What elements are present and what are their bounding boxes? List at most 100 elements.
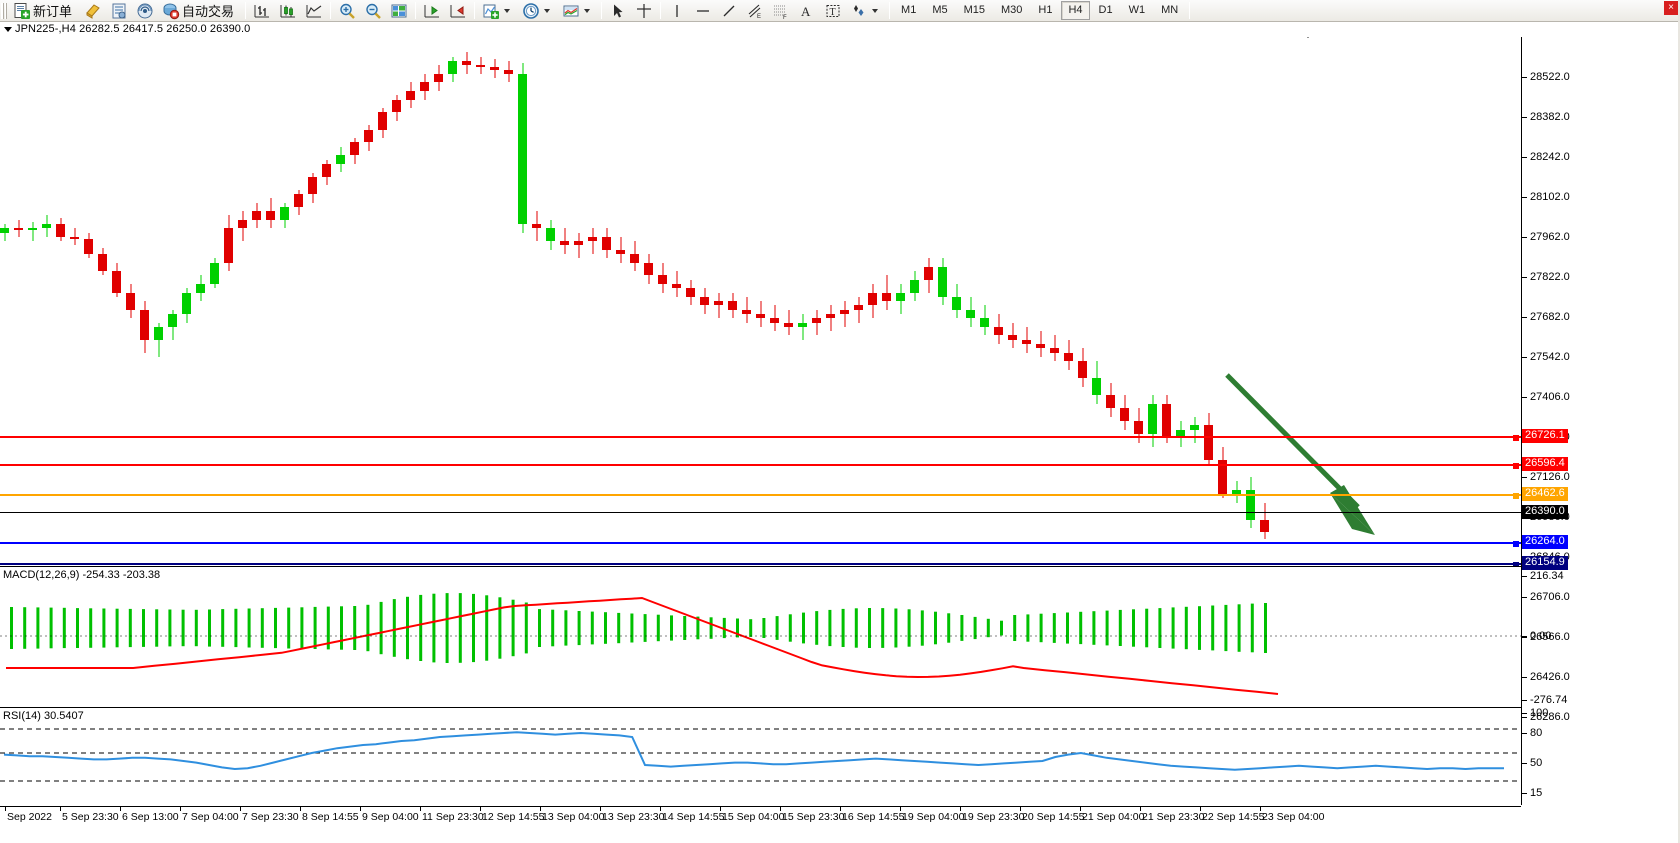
price-level-anchor[interactable]	[1513, 493, 1519, 499]
label-button[interactable]: T	[820, 1, 846, 21]
data-window-icon	[110, 2, 128, 20]
price-axis-tick	[1522, 197, 1527, 198]
price-level-label-stop-level[interactable]: 26154.9	[1522, 556, 1568, 570]
cursor-button[interactable]	[605, 1, 631, 21]
chart-container[interactable]: MACD(12,26,9) -254.33 -203.38 RSI(14) 30…	[0, 37, 1680, 843]
templates-button[interactable]	[558, 1, 598, 21]
price-chart-pane[interactable]	[0, 37, 1521, 567]
candle-body	[336, 155, 345, 164]
expert-advisor-button[interactable]	[80, 1, 106, 21]
price-level-line-resistance-upper[interactable]	[0, 435, 1521, 441]
candlestick	[714, 37, 723, 566]
toolbar-separator-5	[601, 2, 603, 19]
period-chevron-down-icon[interactable]	[544, 8, 551, 13]
chart-menu-triangle-icon[interactable]	[4, 27, 12, 32]
time-axis[interactable]: Sep 2022 5 Sep 23:30 6 Sep 13:00 7 Sep 04:0…	[0, 806, 1521, 843]
bar-chart-button[interactable]	[249, 1, 275, 21]
macd-histogram-bar	[155, 609, 159, 647]
price-level-line-current-price[interactable]	[0, 512, 1521, 513]
close-indicator[interactable]: ×	[1664, 1, 1678, 15]
new-order-button[interactable]: 新订单	[9, 1, 80, 21]
price-level-anchor[interactable]	[1513, 435, 1519, 441]
price-level-anchor[interactable]	[1513, 562, 1519, 566]
price-level-line-target-level[interactable]	[0, 541, 1521, 547]
zoom-in-button[interactable]	[334, 1, 360, 21]
candle-body	[1106, 395, 1115, 409]
text-button[interactable]: A	[794, 1, 820, 21]
price-level-label-current-price[interactable]: 26390.0	[1522, 505, 1568, 519]
templates-icon	[562, 2, 580, 20]
horizontal-line-button[interactable]	[690, 1, 716, 21]
macd-histogram-bar	[973, 616, 977, 640]
auto-trading-button[interactable]: 自动交易	[158, 1, 242, 21]
price-level-label-resistance-upper[interactable]: 26726.1	[1522, 429, 1568, 443]
candlestick	[770, 37, 779, 566]
toolbar-grip[interactable]	[1, 2, 7, 19]
indicators-chevron-down-icon[interactable]	[504, 8, 511, 13]
candlestick	[196, 37, 205, 566]
price-level-line-resistance-lower[interactable]	[0, 463, 1521, 469]
price-level-line-stop-level[interactable]	[0, 562, 1521, 566]
macd-histogram-bar	[1052, 613, 1056, 643]
price-level-label-entry-level[interactable]: 26462.6	[1522, 487, 1568, 501]
macd-histogram-bar	[749, 619, 753, 637]
scroll-position-marker[interactable]	[1302, 37, 1314, 38]
zoom-out-button[interactable]	[360, 1, 386, 21]
candle-body	[1148, 404, 1157, 435]
macd-histogram-bar	[736, 618, 739, 638]
candle-body	[1008, 335, 1017, 340]
symbol-ohlc-text: JPN225-,H4 26282.5 26417.5 26250.0 26390…	[15, 23, 251, 35]
templates-chevron-down-icon[interactable]	[584, 8, 591, 13]
timeframe-button-h1[interactable]: H1	[1038, 4, 1053, 16]
timeframe-button-w1[interactable]: W1	[1128, 4, 1146, 16]
macd-indicator-pane[interactable]: MACD(12,26,9) -254.33 -203.38	[0, 568, 1521, 708]
macd-histogram-bar	[881, 608, 885, 648]
line-chart-button[interactable]	[301, 1, 327, 21]
macd-histogram-bar	[142, 609, 145, 647]
timeframe-button-h4[interactable]: H4	[1061, 1, 1090, 20]
objects-chevron-down-icon[interactable]	[872, 8, 879, 13]
timeframe-button-m1[interactable]: M1	[901, 4, 917, 16]
timeframe-button-m5[interactable]: M5	[932, 4, 948, 16]
candle-wick	[480, 56, 481, 74]
candlestick-button[interactable]	[275, 1, 301, 21]
macd-histogram-bar	[1092, 611, 1096, 645]
equidistant-channel-button[interactable]: E	[742, 1, 768, 21]
candlestick	[280, 37, 289, 566]
tile-windows-button[interactable]	[386, 1, 412, 21]
price-level-label-resistance-lower[interactable]: 26596.4	[1522, 457, 1568, 471]
indicators-button[interactable]	[478, 1, 518, 21]
price-level-line-entry-level[interactable]	[0, 493, 1521, 499]
macd-histogram-bar	[868, 608, 871, 648]
candle-body	[504, 69, 513, 74]
crosshair-icon	[635, 2, 653, 20]
chart-shift-icon	[423, 2, 441, 20]
objects-button[interactable]	[846, 1, 886, 21]
period-button[interactable]	[518, 1, 558, 21]
timeframe-button-d1[interactable]: D1	[1098, 4, 1113, 16]
signals-button[interactable]	[132, 1, 158, 21]
fibonacci-button[interactable]: F	[768, 1, 794, 21]
price-level-anchor[interactable]	[1513, 541, 1519, 547]
crosshair-button[interactable]	[631, 1, 657, 21]
price-level-label-target-level[interactable]: 26264.0	[1522, 535, 1568, 549]
candle-body	[1050, 348, 1059, 353]
candlestick	[602, 37, 611, 566]
data-window-button[interactable]	[106, 1, 132, 21]
macd-histogram-bar	[445, 593, 449, 663]
candlestick	[308, 37, 317, 566]
price-level-anchor[interactable]	[1513, 463, 1519, 469]
candle-body	[448, 61, 457, 74]
vertical-line-button[interactable]	[664, 1, 690, 21]
chart-shift-button[interactable]	[419, 1, 445, 21]
auto-scroll-button[interactable]	[445, 1, 471, 21]
candlestick	[504, 37, 513, 566]
timeframe-button-m30[interactable]: M30	[1001, 4, 1023, 16]
macd-histogram-bar	[683, 616, 687, 640]
timeframe-button-m15[interactable]: M15	[963, 4, 985, 16]
price-axis[interactable]: 28522.0 28382.0 28242.0 28102.0 27962.0 27822…	[1521, 37, 1680, 805]
rsi-indicator-pane[interactable]: RSI(14) 30.5407	[0, 709, 1521, 805]
timeframe-button-mn[interactable]: MN	[1161, 4, 1179, 16]
trendline-button[interactable]	[716, 1, 742, 21]
time-axis-tick	[1200, 807, 1201, 811]
